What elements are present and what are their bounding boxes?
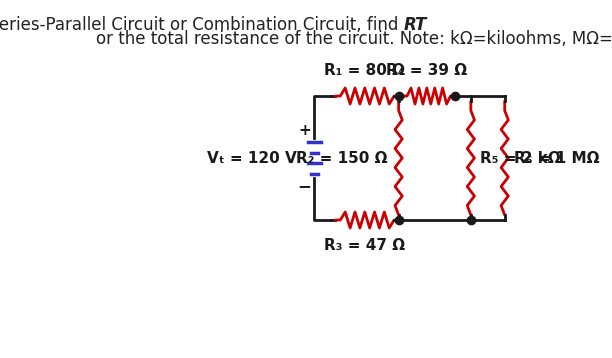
Text: R₅ = 2 kΩ: R₅ = 2 kΩ xyxy=(480,150,561,165)
Text: R₄ = 39 Ω: R₄ = 39 Ω xyxy=(386,63,468,78)
Text: −: − xyxy=(297,177,312,195)
Text: R₆ = 1 MΩ: R₆ = 1 MΩ xyxy=(513,150,599,165)
Text: R₁ = 80 Ω: R₁ = 80 Ω xyxy=(324,63,405,78)
Text: R₃ = 47 Ω: R₃ = 47 Ω xyxy=(324,238,405,253)
Text: RT: RT xyxy=(403,16,427,34)
Text: Vₜ = 120 V: Vₜ = 120 V xyxy=(207,150,297,165)
Text: +: + xyxy=(298,122,311,137)
Text: or the total resistance of the circuit. Note: kΩ=kiloohms, MΩ=megaohms.: or the total resistance of the circuit. … xyxy=(96,30,612,48)
Text: Given is a Series-Parallel Circuit or Combination Circuit, find: Given is a Series-Parallel Circuit or Co… xyxy=(0,16,403,34)
Text: R₂ = 150 Ω: R₂ = 150 Ω xyxy=(296,150,387,165)
